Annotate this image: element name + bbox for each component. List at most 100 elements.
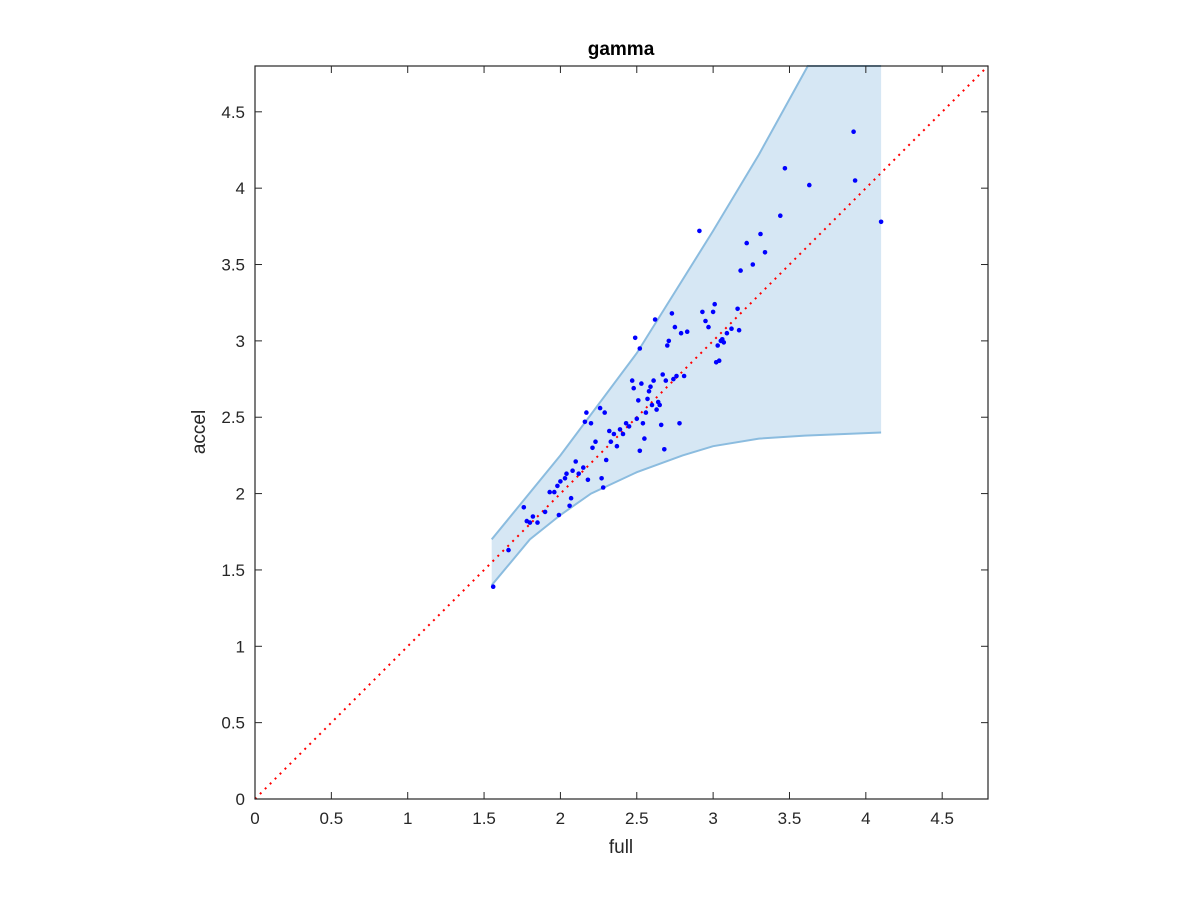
y-tick-label: 3 — [236, 332, 245, 351]
x-tick-label: 2.5 — [625, 809, 649, 828]
data-point-18 — [570, 468, 575, 474]
data-point-26 — [590, 445, 595, 451]
data-point-31 — [602, 410, 607, 415]
y-tick-label: 4.5 — [221, 103, 245, 122]
data-point-96 — [778, 213, 783, 218]
data-point-98 — [807, 182, 812, 188]
data-point-30 — [600, 485, 606, 490]
data-point-39 — [623, 421, 629, 426]
data-point-22 — [582, 419, 588, 425]
x-tick-label: 3.5 — [778, 809, 802, 828]
data-point-19 — [573, 459, 578, 464]
data-point-63 — [662, 447, 667, 452]
y-tick-label: 4 — [236, 179, 245, 198]
data-point-62 — [660, 372, 665, 377]
data-point-58 — [654, 407, 659, 412]
data-point-82 — [715, 343, 720, 348]
data-point-77 — [703, 318, 708, 324]
plot-area — [254, 65, 989, 800]
data-point-53 — [646, 389, 652, 394]
data-point-23 — [584, 410, 589, 415]
data-point-97 — [782, 166, 788, 171]
data-point-29 — [599, 476, 604, 481]
data-point-57 — [652, 317, 658, 322]
x-tick-label: 2 — [556, 809, 565, 828]
data-point-33 — [607, 428, 612, 434]
data-point-46 — [637, 346, 643, 351]
x-axis-ticks: 0 0.5 1 1.5 2 2.5 3 3.5 4 4.5 — [250, 66, 954, 828]
data-point-67 — [669, 311, 675, 316]
data-point-75 — [697, 228, 702, 234]
data-point-40 — [626, 424, 632, 429]
x-tick-label: 4.5 — [930, 809, 954, 828]
data-point-45 — [636, 398, 641, 403]
data-point-86 — [721, 340, 727, 345]
y-axis-title: accel — [189, 410, 210, 454]
data-point-66 — [666, 338, 672, 344]
data-point-61 — [658, 422, 664, 428]
data-point-7 — [535, 520, 540, 525]
y-tick-label: 2 — [236, 485, 245, 504]
data-point-48 — [639, 381, 644, 386]
data-point-36 — [614, 443, 620, 449]
data-point-83 — [716, 358, 722, 364]
data-point-93 — [750, 262, 756, 267]
data-point-89 — [735, 306, 740, 312]
data-point-34 — [608, 439, 614, 445]
y-tick-label: 3.5 — [221, 256, 245, 275]
axes-box — [254, 65, 989, 800]
y-tick-label: 1.5 — [221, 561, 245, 580]
data-point-9 — [547, 489, 552, 495]
data-point-24 — [585, 477, 591, 483]
data-point-14 — [562, 476, 568, 481]
data-point-25 — [588, 421, 594, 426]
data-point-101 — [878, 219, 884, 225]
data-point-10 — [552, 489, 557, 495]
data-point-52 — [645, 396, 650, 402]
data-point-43 — [632, 335, 638, 341]
data-point-91 — [738, 268, 743, 273]
data-point-44 — [634, 416, 640, 422]
data-point-80 — [712, 301, 717, 307]
data-point-76 — [700, 309, 705, 315]
data-point-88 — [729, 326, 734, 332]
data-point-1 — [490, 584, 496, 589]
data-point-49 — [640, 421, 646, 426]
data-point-16 — [567, 503, 572, 509]
data-point-28 — [597, 405, 603, 411]
data-point-70 — [674, 373, 679, 379]
data-point-8 — [542, 509, 548, 515]
chart-title: gamma — [588, 39, 655, 60]
data-point-5 — [527, 520, 533, 525]
data-point-27 — [593, 439, 598, 445]
data-point-42 — [631, 385, 636, 391]
data-point-65 — [665, 343, 670, 348]
data-point-32 — [603, 457, 609, 463]
data-point-55 — [649, 402, 655, 408]
data-point-79 — [710, 309, 716, 315]
data-point-15 — [564, 471, 569, 477]
data-point-35 — [611, 431, 617, 437]
data-point-71 — [677, 421, 682, 426]
data-point-60 — [657, 402, 662, 408]
data-point-20 — [576, 471, 581, 477]
confidence-band — [491, 66, 882, 586]
data-point-12 — [556, 512, 562, 518]
data-point-37 — [617, 427, 623, 432]
data-point-54 — [648, 384, 653, 390]
data-point-90 — [736, 327, 742, 333]
data-point-6 — [530, 514, 536, 519]
y-tick-label: 0 — [236, 790, 245, 809]
data-point-50 — [642, 436, 647, 441]
data-point-13 — [558, 479, 563, 484]
data-point-87 — [724, 330, 730, 336]
band-lower-edge — [490, 431, 882, 586]
data-point-68 — [671, 376, 676, 382]
data-point-69 — [672, 324, 678, 330]
data-point-56 — [651, 378, 656, 383]
data-point-3 — [521, 505, 527, 510]
x-tick-label: 1 — [403, 809, 412, 828]
data-point-47 — [637, 448, 643, 454]
data-point-2 — [506, 547, 511, 553]
data-point-38 — [620, 431, 626, 437]
